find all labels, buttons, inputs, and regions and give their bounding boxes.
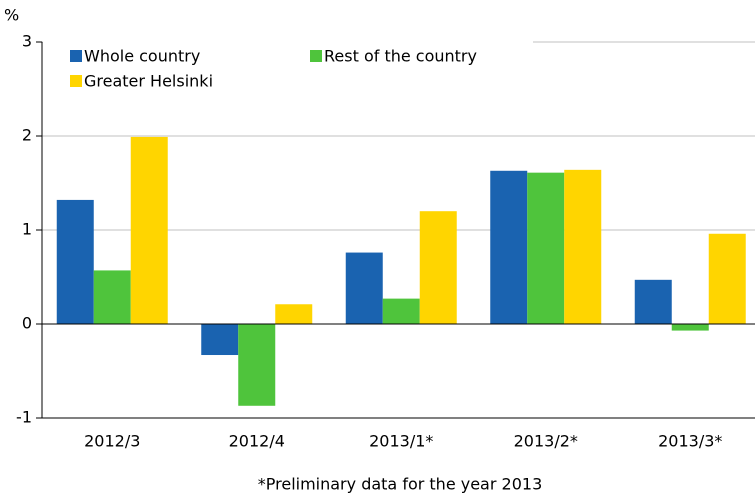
x-tick-label: 2013/3* xyxy=(658,432,722,451)
y-tick-label: -1 xyxy=(16,408,32,427)
bar xyxy=(238,324,276,406)
y-axis-label: % xyxy=(4,6,19,25)
legend-swatch xyxy=(70,50,82,62)
bar xyxy=(201,324,239,356)
bar xyxy=(93,270,131,324)
bar xyxy=(671,324,709,331)
x-tick-label: 2013/2* xyxy=(514,432,578,451)
bar xyxy=(345,252,383,324)
legend-label: Greater Helsinki xyxy=(84,72,213,91)
x-tick-label: 2012/3 xyxy=(84,432,140,451)
bar xyxy=(527,172,565,324)
bar xyxy=(419,211,457,324)
footnote: *Preliminary data for the year 2013 xyxy=(258,475,543,494)
y-tick-label: 2 xyxy=(22,126,32,145)
legend-swatch xyxy=(70,75,82,87)
x-tick-label: 2013/1* xyxy=(369,432,433,451)
bar xyxy=(130,136,168,324)
bar xyxy=(634,279,672,324)
y-tick-label: 3 xyxy=(22,32,32,51)
x-tick-label: 2012/4 xyxy=(229,432,285,451)
legend-label: Rest of the country xyxy=(324,47,477,66)
bar xyxy=(382,298,420,324)
legend-background xyxy=(43,36,533,94)
bar xyxy=(275,304,313,324)
y-tick-label: 0 xyxy=(22,314,32,333)
bar xyxy=(56,199,94,324)
legend-label: Whole country xyxy=(84,47,200,66)
bar xyxy=(564,169,602,324)
bar xyxy=(708,233,746,324)
legend-swatch xyxy=(310,50,322,62)
bar xyxy=(490,170,528,324)
y-tick-label: 1 xyxy=(22,220,32,239)
